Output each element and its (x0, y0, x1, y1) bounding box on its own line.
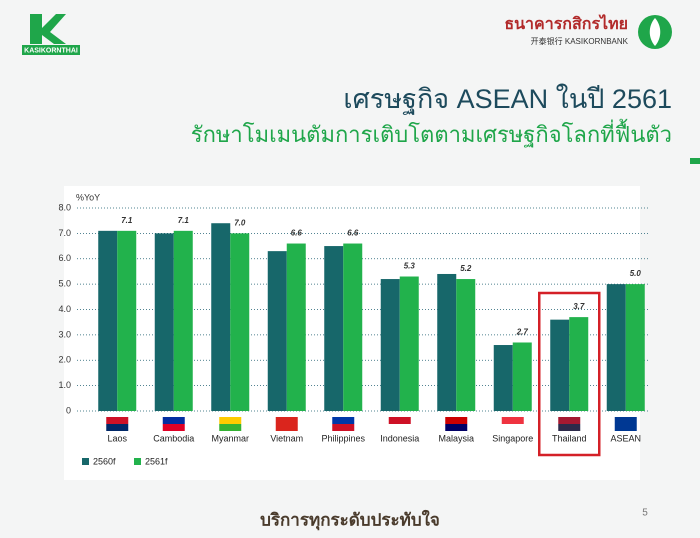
logo-left-text: KASIKORNTHAI (24, 47, 78, 54)
flag (501, 424, 524, 431)
value-label: 5.0 (630, 269, 642, 278)
slide-title: เศรษฐกิจ ASEAN ในปี 2561 (343, 83, 672, 115)
bar (343, 243, 363, 411)
flag (614, 424, 637, 431)
bar (211, 223, 231, 411)
flag (275, 424, 298, 431)
y-axis-label: %YoY (76, 192, 100, 202)
flag (162, 424, 185, 431)
slide-subtitle: รักษาโมเมนตัมการเติบโตตามเศรษฐกิจโลกที่ฟ… (191, 119, 672, 148)
bar (606, 284, 626, 411)
bar (117, 230, 137, 411)
value-label: 7.0 (234, 218, 246, 227)
bar (230, 233, 250, 411)
flag (275, 417, 298, 424)
x-tick-label: ASEAN (610, 433, 641, 443)
flag (445, 417, 468, 424)
x-tick-label: Vietnam (270, 433, 303, 443)
value-label: 6.6 (347, 229, 359, 238)
flag (445, 424, 468, 431)
bar (456, 279, 476, 411)
y-tick-label: 5.0 (58, 279, 71, 289)
y-tick-label: 8.0 (58, 202, 71, 212)
value-label: 7.1 (121, 216, 133, 225)
value-label: 2.7 (516, 328, 529, 337)
y-tick-label: 0 (66, 405, 71, 415)
flag (332, 417, 355, 424)
x-tick-label: Indonesia (380, 433, 419, 443)
highlight-box (538, 291, 601, 457)
flag (332, 424, 355, 431)
flag (106, 424, 129, 431)
x-tick-label: Singapore (492, 433, 533, 443)
x-tick-label: Cambodia (153, 433, 194, 443)
logo-right-leaf (649, 18, 661, 46)
flag (501, 417, 524, 424)
bar (98, 230, 118, 411)
y-tick-label: 6.0 (58, 253, 71, 263)
x-tick-label: Laos (107, 433, 127, 443)
value-label: 5.3 (404, 262, 416, 271)
value-label: 7.1 (178, 216, 190, 225)
bar (493, 345, 513, 411)
bar (550, 319, 570, 411)
x-tick-label: Philippines (321, 433, 365, 443)
bar (324, 246, 344, 411)
flag (388, 424, 411, 431)
bar (625, 284, 645, 411)
bar (173, 230, 193, 411)
logo-left-band (22, 45, 80, 55)
flag (558, 417, 581, 424)
flag (106, 417, 129, 424)
value-label: 3.7 (573, 302, 585, 311)
page-number: 5 (642, 508, 648, 519)
x-tick-label: Malaysia (438, 433, 474, 443)
footer-slogan: บริการทุกระดับประทับใจ (260, 509, 440, 530)
bank-name-th: ธนาคารกสิกรไทย (504, 14, 628, 33)
bar (154, 233, 174, 411)
bar (399, 276, 419, 411)
flag (388, 417, 411, 424)
y-tick-label: 1.0 (58, 380, 71, 390)
bar (512, 342, 532, 411)
legend-label: 2560f (93, 456, 116, 466)
bar (267, 251, 287, 411)
bar (380, 279, 400, 411)
bank-name-en: 开泰银行 KASIKORNBANK (531, 36, 629, 46)
legend-label: 2561f (145, 456, 168, 466)
flag (558, 424, 581, 431)
flag (219, 424, 242, 431)
accent-bar (690, 158, 700, 164)
y-tick-label: 4.0 (58, 304, 71, 314)
y-tick-label: 7.0 (58, 228, 71, 238)
y-tick-label: 2.0 (58, 355, 71, 365)
y-tick-label: 3.0 (58, 329, 71, 339)
x-tick-label: Myanmar (211, 433, 249, 443)
x-tick-label: Thailand (552, 433, 587, 443)
bar (569, 317, 589, 411)
legend-swatch (134, 458, 141, 465)
logo-left-icon (30, 14, 66, 44)
bar (437, 273, 457, 411)
value-label: 5.2 (460, 264, 472, 273)
legend-swatch (82, 458, 89, 465)
flag (162, 417, 185, 424)
bar (286, 243, 306, 411)
value-label: 6.6 (291, 229, 303, 238)
flag (614, 417, 637, 424)
flag (219, 417, 242, 424)
